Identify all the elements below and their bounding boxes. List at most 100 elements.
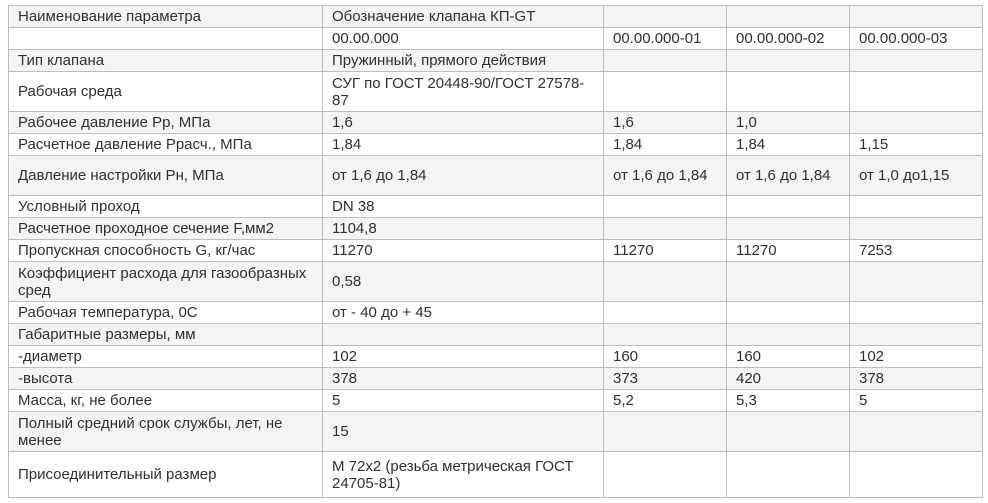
- value-cell: [849, 49, 983, 72]
- value-cell: [849, 195, 983, 218]
- value-cell: 5: [322, 389, 604, 412]
- param-cell: Расчетное проходное сечение F,мм2: [8, 217, 323, 240]
- valve-parameters-table: Наименование параметра Обозначение клапа…: [8, 5, 983, 498]
- variant-header-cell: 00.00.000-01: [603, 27, 727, 50]
- variant-header-cell: 00.00.000-02: [726, 27, 850, 50]
- value-cell: 15: [322, 411, 604, 452]
- table-row: Рабочая температура, 0С от - 40 до + 45: [8, 301, 983, 324]
- value-cell: [603, 217, 727, 240]
- value-cell: [726, 323, 850, 346]
- table-row: Масса, кг, не более 5 5,2 5,3 5: [8, 389, 983, 412]
- param-cell: Условный проход: [8, 195, 323, 218]
- variant-header-cell: 00.00.000: [322, 27, 604, 50]
- value-cell: 1,6: [322, 111, 604, 134]
- empty-header-cell: [603, 5, 727, 28]
- value-cell: 420: [726, 367, 850, 390]
- value-cell: [726, 261, 850, 302]
- value-cell: [726, 451, 850, 498]
- table-row: Расчетное проходное сечение F,мм2 1104,8: [8, 217, 983, 240]
- header-row-variants: 00.00.000 00.00.000-01 00.00.000-02 00.0…: [8, 27, 983, 50]
- table-row: Расчетное давление Ррасч., МПа 1,84 1,84…: [8, 133, 983, 156]
- value-cell: 1,0: [726, 111, 850, 134]
- value-cell: 5,3: [726, 389, 850, 412]
- value-cell: от - 40 до + 45: [322, 301, 604, 324]
- table-row: Полный средний срок службы, лет, не мене…: [8, 411, 983, 452]
- param-cell: Рабочая температура, 0С: [8, 301, 323, 324]
- value-cell: 5,2: [603, 389, 727, 412]
- param-cell: Пропускная способность G, кг/час: [8, 239, 323, 262]
- table-row: Присоединительный размер М 72х2 (резьба …: [8, 451, 983, 498]
- value-cell: от 1,6 до 1,84: [603, 155, 727, 196]
- param-cell: Полный средний срок службы, лет, не мене…: [8, 411, 323, 452]
- value-cell: 102: [322, 345, 604, 368]
- value-cell: 373: [603, 367, 727, 390]
- value-cell: DN 38: [322, 195, 604, 218]
- param-cell: Масса, кг, не более: [8, 389, 323, 412]
- value-cell: [849, 217, 983, 240]
- header-row-title: Наименование параметра Обозначение клапа…: [8, 5, 983, 28]
- value-cell: [726, 411, 850, 452]
- value-cell: 11270: [603, 239, 727, 262]
- value-cell: [603, 411, 727, 452]
- value-cell: СУГ по ГОСТ 20448-90/ГОСТ 27578-87: [322, 71, 604, 112]
- table-row: Пропускная способность G, кг/час 11270 1…: [8, 239, 983, 262]
- table-row: Коэффициент расхода для газообразных сре…: [8, 261, 983, 302]
- value-cell: 11270: [726, 239, 850, 262]
- designation-header-cell: Обозначение клапана КП-GT: [322, 5, 604, 28]
- table-row: Давление настройки Рн, МПа от 1,6 до 1,8…: [8, 155, 983, 196]
- value-cell: [603, 261, 727, 302]
- value-cell: [726, 195, 850, 218]
- table-head: Наименование параметра Обозначение клапа…: [8, 5, 983, 50]
- value-cell: [849, 411, 983, 452]
- table-row: Условный проход DN 38: [8, 195, 983, 218]
- param-cell: Давление настройки Рн, МПа: [8, 155, 323, 196]
- variant-header-cell: 00.00.000-03: [849, 27, 983, 50]
- value-cell: 11270: [322, 239, 604, 262]
- value-cell: [849, 111, 983, 134]
- value-cell: [726, 301, 850, 324]
- table-row: Рабочее давление Рр, МПа 1,6 1,6 1,0: [8, 111, 983, 134]
- table-body: Тип клапана Пружинный, прямого действия …: [8, 49, 983, 498]
- param-header-cell: Наименование параметра: [8, 5, 323, 28]
- table-row: -диаметр 102 160 160 102: [8, 345, 983, 368]
- value-cell: Пружинный, прямого действия: [322, 49, 604, 72]
- table-row: Рабочая среда СУГ по ГОСТ 20448-90/ГОСТ …: [8, 71, 983, 112]
- param-cell: Расчетное давление Ррасч., МПа: [8, 133, 323, 156]
- param-cell: Коэффициент расхода для газообразных сре…: [8, 261, 323, 302]
- value-cell: 1104,8: [322, 217, 604, 240]
- value-cell: [849, 301, 983, 324]
- value-cell: 5: [849, 389, 983, 412]
- value-cell: [603, 195, 727, 218]
- value-cell: [849, 71, 983, 112]
- value-cell: 160: [726, 345, 850, 368]
- value-cell: 1,84: [322, 133, 604, 156]
- value-cell: 160: [603, 345, 727, 368]
- table-row: Габаритные размеры, мм: [8, 323, 983, 346]
- value-cell: от 1,0 до1,15: [849, 155, 983, 196]
- value-cell: 102: [849, 345, 983, 368]
- param-cell: Тип клапана: [8, 49, 323, 72]
- param-cell: Присоединительный размер: [8, 451, 323, 498]
- value-cell: [726, 49, 850, 72]
- value-cell: [849, 323, 983, 346]
- value-cell: 378: [322, 367, 604, 390]
- value-cell: 7253: [849, 239, 983, 262]
- table-row: Тип клапана Пружинный, прямого действия: [8, 49, 983, 72]
- value-cell: [726, 217, 850, 240]
- value-cell: [603, 49, 727, 72]
- value-cell: 1,6: [603, 111, 727, 134]
- value-cell: 1,84: [603, 133, 727, 156]
- table-row: -высота 378 373 420 378: [8, 367, 983, 390]
- param-cell: Рабочее давление Рр, МПа: [8, 111, 323, 134]
- value-cell: 1,15: [849, 133, 983, 156]
- value-cell: [322, 323, 604, 346]
- value-cell: [726, 71, 850, 112]
- value-cell: 0,58: [322, 261, 604, 302]
- value-cell: [603, 71, 727, 112]
- empty-header-cell: [849, 5, 983, 28]
- value-cell: от 1,6 до 1,84: [322, 155, 604, 196]
- value-cell: [603, 451, 727, 498]
- param-cell: Габаритные размеры, мм: [8, 323, 323, 346]
- value-cell: [849, 261, 983, 302]
